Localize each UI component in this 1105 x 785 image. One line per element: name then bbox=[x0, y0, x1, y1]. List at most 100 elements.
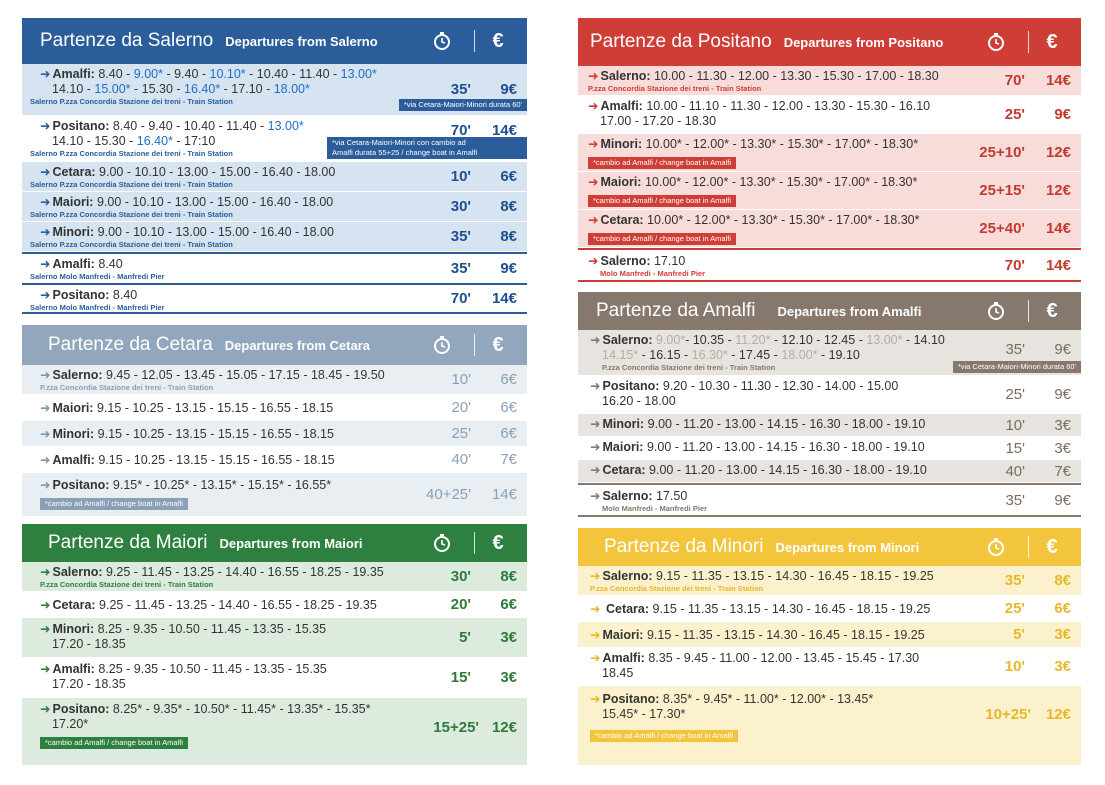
table-row: ➜ Amalfi: 9.15 - 10.25 - 13.15 - 15.15 - … bbox=[22, 447, 527, 473]
arrow-icon: ➜ bbox=[40, 368, 51, 382]
departure-point: Salerno P.zza Concordia Stazione dei tre… bbox=[30, 210, 233, 219]
duration: 40' bbox=[1005, 462, 1025, 480]
departure-point: P.zza Concordia Stazione dei treni - Tra… bbox=[40, 383, 214, 392]
arrow-icon: ➜ bbox=[590, 628, 601, 642]
duration: 35' bbox=[1005, 491, 1025, 509]
arrow-icon: ➜ bbox=[590, 333, 601, 347]
table-row: ➜ Maiori: 10.00* - 12.00* - 13.30* - 15.3… bbox=[578, 172, 1081, 210]
arrow-icon: ➜ bbox=[40, 225, 51, 239]
table-row: ➜ Salerno: 17.10 Molo Manfredi - Manfredi… bbox=[578, 248, 1081, 282]
price: 7€ bbox=[500, 451, 517, 468]
duration: 10' bbox=[1004, 658, 1025, 675]
price: 14€ bbox=[1045, 256, 1071, 274]
departure-point: P.zza Concordia Stazione dei treni - Tra… bbox=[40, 580, 214, 589]
duration: 25+15' bbox=[979, 182, 1025, 199]
arrow-icon: ➜ bbox=[590, 463, 601, 477]
duration: 35' bbox=[450, 259, 471, 277]
price: 9€ bbox=[500, 81, 517, 98]
arrow-icon: ➜ bbox=[40, 622, 51, 636]
clock-icon bbox=[427, 524, 457, 562]
table-row: ➜ Cetara: 9.15 - 11.35 - 13.15 - 14.30 -… bbox=[578, 596, 1081, 622]
panel-subtitle: Departures from Cetara bbox=[224, 337, 370, 353]
euro-icon: € bbox=[1046, 30, 1058, 53]
header-separator bbox=[474, 30, 475, 52]
duration: 40+25' bbox=[426, 486, 471, 503]
duration: 70' bbox=[450, 122, 471, 139]
duration: 20' bbox=[450, 596, 471, 613]
panel-header: Partenze da Cetara Departures from Cetar… bbox=[22, 325, 527, 365]
duration: 15+25' bbox=[433, 719, 479, 736]
price: 9€ bbox=[1054, 106, 1071, 123]
arrow-icon: ➜ bbox=[590, 651, 601, 665]
price: 3€ bbox=[1054, 626, 1071, 643]
footnote: *via Cetara-Maiori-Minori con cambio ad A… bbox=[327, 137, 527, 159]
duration: 10+25' bbox=[985, 706, 1031, 723]
arrow-icon: ➜ bbox=[590, 417, 601, 431]
footnote: *via Cetara-Maiori-Minori durata 60' bbox=[398, 99, 527, 111]
panel-title: Partenze da Positano bbox=[590, 31, 772, 52]
price: 3€ bbox=[1054, 439, 1071, 457]
panel-title: Partenze da Maiori bbox=[48, 532, 208, 553]
price: 6€ bbox=[500, 399, 517, 416]
arrow-icon: ➜ bbox=[590, 602, 601, 616]
departure-point: Molo Manfredi - Manfredi Pier bbox=[602, 504, 708, 513]
arrow-icon: ➜ bbox=[40, 478, 51, 492]
table-row: ➜ Minori: 8.25 - 9.35 - 10.50 - 11.45 - 1… bbox=[22, 618, 527, 658]
table-row: ➜ Positano: 8.40 Salerno Molo Manfredi - … bbox=[22, 283, 527, 314]
departure-point: Salerno P.zza Concordia Stazione dei tre… bbox=[30, 240, 233, 249]
duration: 35' bbox=[1004, 572, 1025, 589]
footnote: *cambio ad Amalfi / change boat in Amalf… bbox=[40, 737, 188, 749]
panel-header: Partenze da Salerno Departures from Sale… bbox=[22, 18, 527, 64]
panel-title: Partenze da Salerno bbox=[40, 30, 214, 51]
price: 3€ bbox=[500, 629, 517, 646]
panel-header: Partenze da Positano Departures from Pos… bbox=[578, 18, 1081, 66]
price: 12€ bbox=[491, 719, 517, 736]
header-separator bbox=[1028, 536, 1029, 558]
duration: 15' bbox=[1005, 439, 1025, 457]
panel-minori: Partenze da Minori Departures from Minor… bbox=[578, 528, 1081, 766]
arrow-icon: ➜ bbox=[40, 195, 51, 209]
departure-point: P.zza Concordia Stazione dei treni - Tra… bbox=[602, 363, 776, 372]
table-row: ➜ Salerno: 9.00*- 10.35 - 11.20* - 12.10 … bbox=[578, 330, 1081, 376]
arrow-icon: ➜ bbox=[590, 379, 601, 393]
duration: 25+10' bbox=[979, 144, 1025, 161]
departure-point: Salerno Molo Manfredi - Manfredi Pier bbox=[30, 303, 165, 312]
departure-point: P.zza Concordia Stazione dei treni - Tra… bbox=[590, 584, 764, 593]
arrow-icon: ➜ bbox=[40, 257, 51, 271]
table-row: ➜ Maiori: 9.15 - 11.35 - 13.15 - 14.30 - … bbox=[578, 622, 1081, 648]
duration: 20' bbox=[451, 399, 471, 416]
duration: 25+40' bbox=[979, 220, 1025, 237]
duration: 35' bbox=[1005, 341, 1025, 358]
arrow-icon: ➜ bbox=[40, 119, 51, 133]
departure-point: Salerno P.zza Concordia Stazione dei tre… bbox=[30, 149, 233, 158]
table-row: ➜ Salerno: 10.00 - 11.30 - 12.00 - 13.30 … bbox=[578, 66, 1081, 96]
panel-salerno: Partenze da Salerno Departures from Sale… bbox=[22, 18, 527, 314]
table-row: ➜ Minori: 9.15 - 10.25 - 13.15 - 15.15 - … bbox=[22, 421, 527, 447]
duration: 10' bbox=[1005, 416, 1025, 434]
table-row: ➜ Cetara: 9.25 - 11.45 - 13.25 - 14.40 - … bbox=[22, 592, 527, 618]
departure-point: Salerno Molo Manfredi - Manfredi Pier bbox=[30, 272, 165, 281]
footnote: *cambio ad Amalfi / change boat in Amalf… bbox=[40, 498, 188, 510]
price: 9€ bbox=[500, 259, 517, 277]
arrow-icon: ➜ bbox=[40, 288, 51, 302]
table-row: ➜ Positano: 9.20 - 10.30 - 11.30 - 12.30 … bbox=[578, 376, 1081, 414]
table-row: ➜ Amalfi: 10.00 - 11.10 - 11.30 - 12.00 -… bbox=[578, 96, 1081, 134]
panel-positano: Partenze da Positano Departures from Pos… bbox=[578, 18, 1081, 282]
panel-subtitle: Departures from Positano bbox=[783, 34, 944, 50]
arrow-icon: ➜ bbox=[40, 702, 51, 716]
duration: 35' bbox=[450, 81, 471, 98]
arrow-icon: ➜ bbox=[588, 213, 599, 227]
arrow-icon: ➜ bbox=[590, 440, 601, 454]
price: 6€ bbox=[500, 596, 517, 613]
table-row: ➜ Minori: 9.00 - 10.10 - 13.00 - 15.00 - … bbox=[22, 222, 527, 252]
panel-amalfi: Partenze da Amalfi Departures from Amalf… bbox=[578, 292, 1081, 517]
clock-icon bbox=[427, 18, 457, 64]
arrow-icon: ➜ bbox=[40, 662, 51, 676]
duration: 70' bbox=[1004, 256, 1025, 274]
duration: 25' bbox=[1004, 600, 1025, 617]
price: 7€ bbox=[1054, 462, 1071, 480]
table-row: ➜ Positano: 8.35* - 9.45* - 11.00* - 12.0… bbox=[578, 686, 1081, 766]
arrow-icon: ➜ bbox=[40, 565, 51, 579]
duration: 5' bbox=[1013, 626, 1025, 643]
panel-cetara: Partenze da Cetara Departures from Cetar… bbox=[22, 325, 527, 517]
